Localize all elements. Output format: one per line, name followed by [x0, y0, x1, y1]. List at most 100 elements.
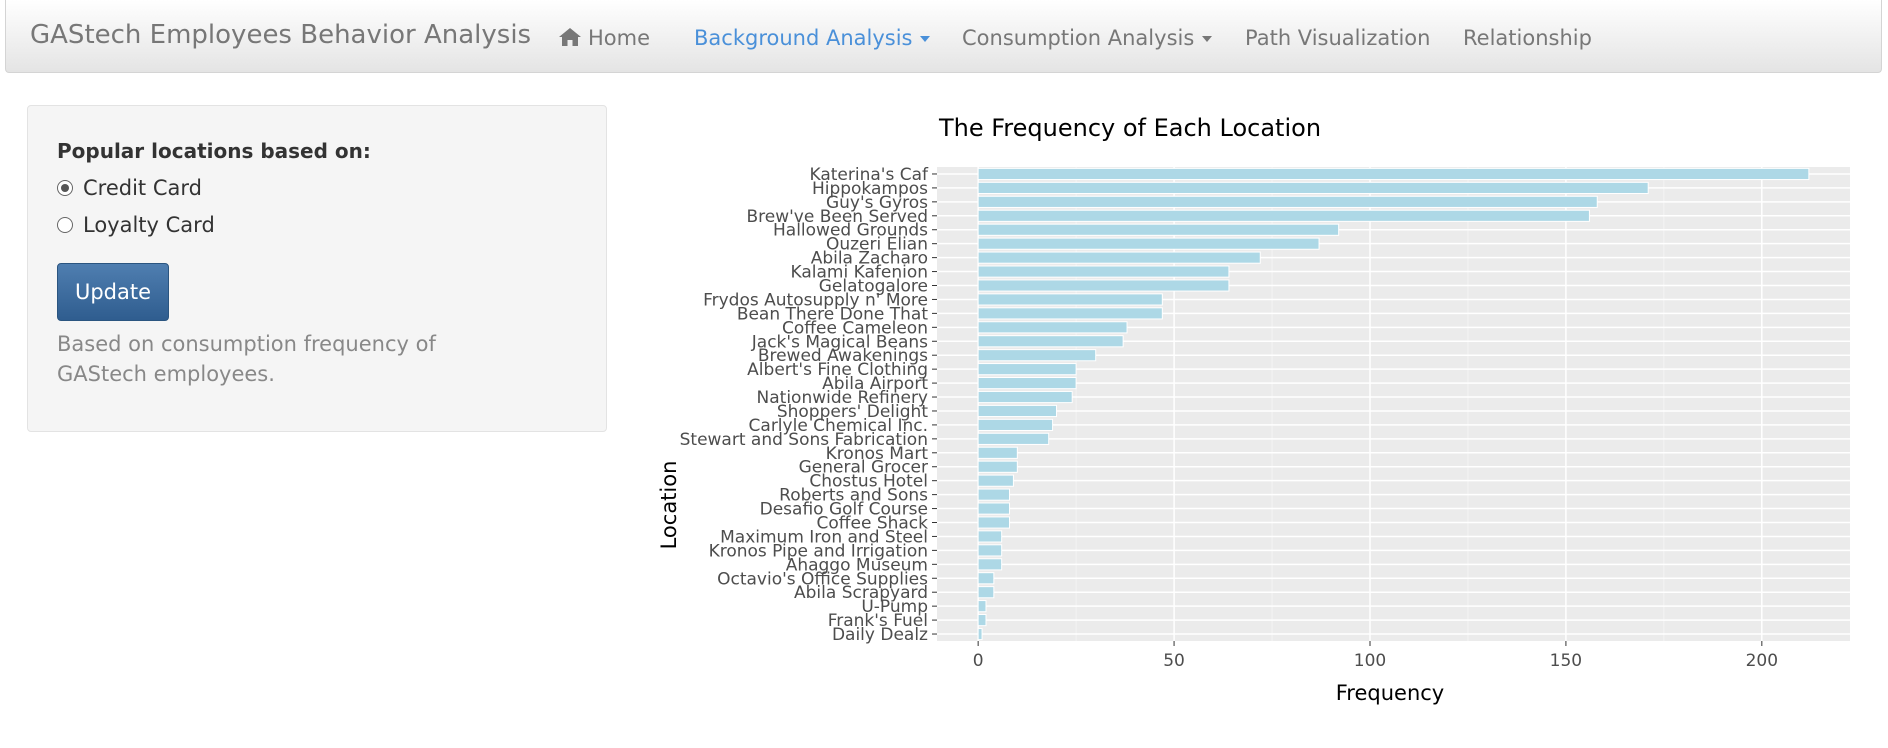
y-tick-label: Abila Airport: [822, 374, 928, 394]
nav-path-visualization[interactable]: Path Visualization: [1245, 26, 1430, 50]
y-tick-label: Octavio's Office Supplies: [717, 569, 928, 589]
bar: [977, 586, 995, 599]
y-tick-label: Roberts and Sons: [779, 486, 928, 506]
nav-home-label: Home: [588, 26, 651, 50]
caret-down-icon: [1202, 36, 1213, 42]
bar: [977, 544, 1003, 557]
bars: [977, 167, 1810, 641]
y-axis-title: Location: [657, 461, 681, 550]
x-tick-label: 100: [1354, 651, 1386, 671]
bar: [977, 335, 1124, 348]
bar: [977, 167, 1810, 181]
chart-title: The Frequency of Each Location: [938, 114, 1321, 142]
nav-background-analysis[interactable]: Background Analysis: [694, 26, 931, 50]
y-tick-label: Jack's Magical Beans: [751, 332, 928, 352]
y-tick-label: Coffee Cameleon: [782, 318, 928, 338]
bar: [977, 600, 987, 613]
radio-loyalty-card[interactable]: Loyalty Card: [57, 213, 215, 237]
y-tick-label: Brewed Awakenings: [758, 346, 928, 366]
bar: [977, 195, 1598, 208]
x-tick-label: 50: [1163, 651, 1185, 671]
y-tick-label: Kalami Kafenion: [791, 263, 928, 283]
nav-path-visualization-label: Path Visualization: [1245, 26, 1431, 50]
bar: [977, 488, 1010, 501]
nav-background-analysis-label: Background Analysis: [694, 26, 913, 50]
bar: [977, 349, 1097, 362]
nav-consumption-analysis[interactable]: Consumption Analysis: [962, 26, 1213, 50]
nav-consumption-analysis-label: Consumption Analysis: [962, 26, 1195, 50]
home-icon: [559, 28, 581, 46]
y-tick-label: Abila Zacharo: [811, 249, 928, 269]
x-tick-label: 150: [1550, 651, 1582, 671]
nav-relationship-label: Relationship: [1463, 26, 1592, 50]
bar: [977, 432, 1050, 445]
x-axis-ticks: 0 50 100 150 200: [973, 641, 1778, 671]
bar: [977, 251, 1261, 264]
bar: [977, 293, 1163, 306]
radio-button-unchecked[interactable]: [57, 217, 73, 233]
x-tick-label: 0: [973, 651, 984, 671]
y-tick-label: Brew've Been Served: [746, 207, 928, 227]
navbar: GAStech Employees Behavior Analysis Home…: [5, 0, 1882, 73]
bar: [977, 223, 1340, 236]
help-text: Based on consumption frequency of GAStec…: [57, 332, 436, 386]
bar: [977, 390, 1073, 404]
y-tick-label: Desafio Golf Course: [760, 500, 928, 520]
y-tick-label: Frydos Autosupply n' More: [703, 290, 928, 310]
y-tick-label: U-Pump: [861, 597, 928, 617]
bar: [977, 502, 1010, 515]
y-tick-label: Abila Scrapyard: [794, 583, 928, 603]
x-tick-label: 200: [1746, 651, 1778, 671]
nav-relationship[interactable]: Relationship: [1463, 26, 1592, 50]
bar: [977, 404, 1058, 418]
y-tick-label: Bean There Done That: [737, 304, 929, 324]
bar: [977, 572, 995, 585]
bar: [977, 363, 1077, 376]
y-tick-label: Albert's Fine Clothing: [747, 360, 928, 380]
app-brand[interactable]: GAStech Employees Behavior Analysis: [30, 20, 532, 50]
bar: [977, 321, 1128, 334]
y-tick-label: Gelatogalore: [819, 277, 928, 297]
bar: [977, 516, 1010, 529]
y-tick-label: Guy's Gyros: [826, 193, 928, 213]
bar: [977, 181, 1649, 194]
y-tick-label: Ouzeri Elian: [826, 235, 928, 255]
x-axis-title: Frequency: [1336, 681, 1445, 705]
y-tick-label: Shoppers' Delight: [777, 402, 928, 422]
bar: [977, 307, 1163, 320]
y-tick-label: Coffee Shack: [817, 514, 929, 534]
y-tick-label: Katerina's Caf: [809, 165, 929, 185]
y-tick-label: Chostus Hotel: [809, 472, 928, 492]
y-tick-label: Nationwide Refinery: [757, 388, 928, 408]
radio-credit-card[interactable]: Credit Card: [57, 176, 202, 200]
bar: [977, 530, 1003, 543]
bar: [977, 474, 1014, 487]
bar: [977, 279, 1230, 292]
bar: [977, 446, 1018, 459]
y-tick-label: Carlyle Chemical Inc.: [749, 416, 928, 436]
bar: [977, 558, 1003, 571]
y-tick-label: Daily Dealz: [832, 625, 928, 645]
radio-loyalty-card-label: Loyalty Card: [83, 213, 215, 237]
y-tick-label: Kronos Mart: [826, 444, 929, 464]
bar: [977, 418, 1054, 431]
y-tick-label: Kronos Pipe and Irrigation: [709, 541, 928, 561]
y-tick-label: Hallowed Grounds: [773, 221, 928, 241]
y-tick-label: Maximum Iron and Steel: [720, 527, 928, 547]
nav-home[interactable]: Home: [558, 26, 650, 50]
update-button[interactable]: Update: [57, 263, 169, 321]
bar: [977, 614, 987, 627]
y-tick-label: General Grocer: [799, 458, 928, 478]
bar: [977, 265, 1230, 278]
bar: [977, 237, 1320, 250]
radio-credit-card-label: Credit Card: [83, 176, 202, 200]
frequency-bar-chart: The Frequency of Each Location Katerina'…: [657, 114, 1850, 705]
y-tick-label: Frank's Fuel: [828, 611, 928, 631]
y-tick-label: Hippokampos: [812, 179, 928, 199]
caret-down-icon: [920, 36, 931, 42]
bar: [977, 377, 1077, 390]
bar: [977, 209, 1590, 222]
sidebar-title: Popular locations based on:: [57, 139, 371, 163]
radio-button-checked[interactable]: [57, 180, 73, 196]
